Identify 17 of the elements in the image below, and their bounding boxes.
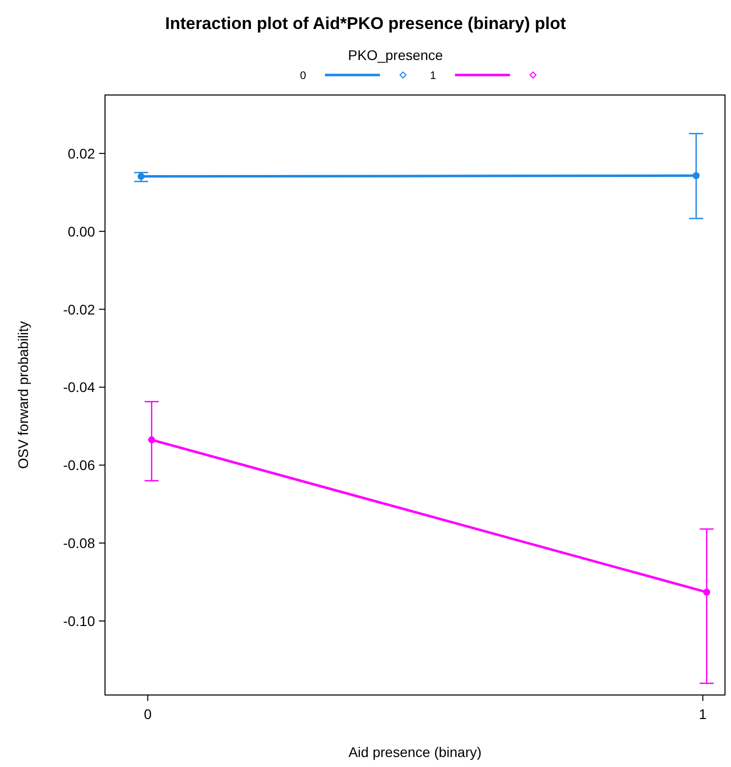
legend-title: PKO_presence (348, 47, 444, 63)
legend-label: 0 (300, 70, 306, 82)
point (692, 172, 700, 180)
y-tick-label: -0.10 (63, 612, 96, 629)
y-tick-label: -0.08 (63, 535, 96, 552)
chart-title: Interaction plot of Aid*PKO presence (binary) plot (165, 14, 566, 33)
point (138, 172, 145, 180)
point (148, 436, 156, 444)
legend-label: 1 (430, 70, 436, 82)
y-tick-label: 0.00 (68, 223, 96, 240)
y-axis-title: OSV forward probability (15, 321, 31, 469)
y-tick-label: -0.06 (63, 457, 96, 474)
y-tick-label: -0.04 (63, 379, 96, 396)
y-tick-label: -0.02 (63, 301, 96, 318)
point (703, 588, 710, 596)
x-axis-title: Aid presence (binary) (348, 744, 482, 760)
y-tick-label: 0.02 (68, 145, 96, 162)
